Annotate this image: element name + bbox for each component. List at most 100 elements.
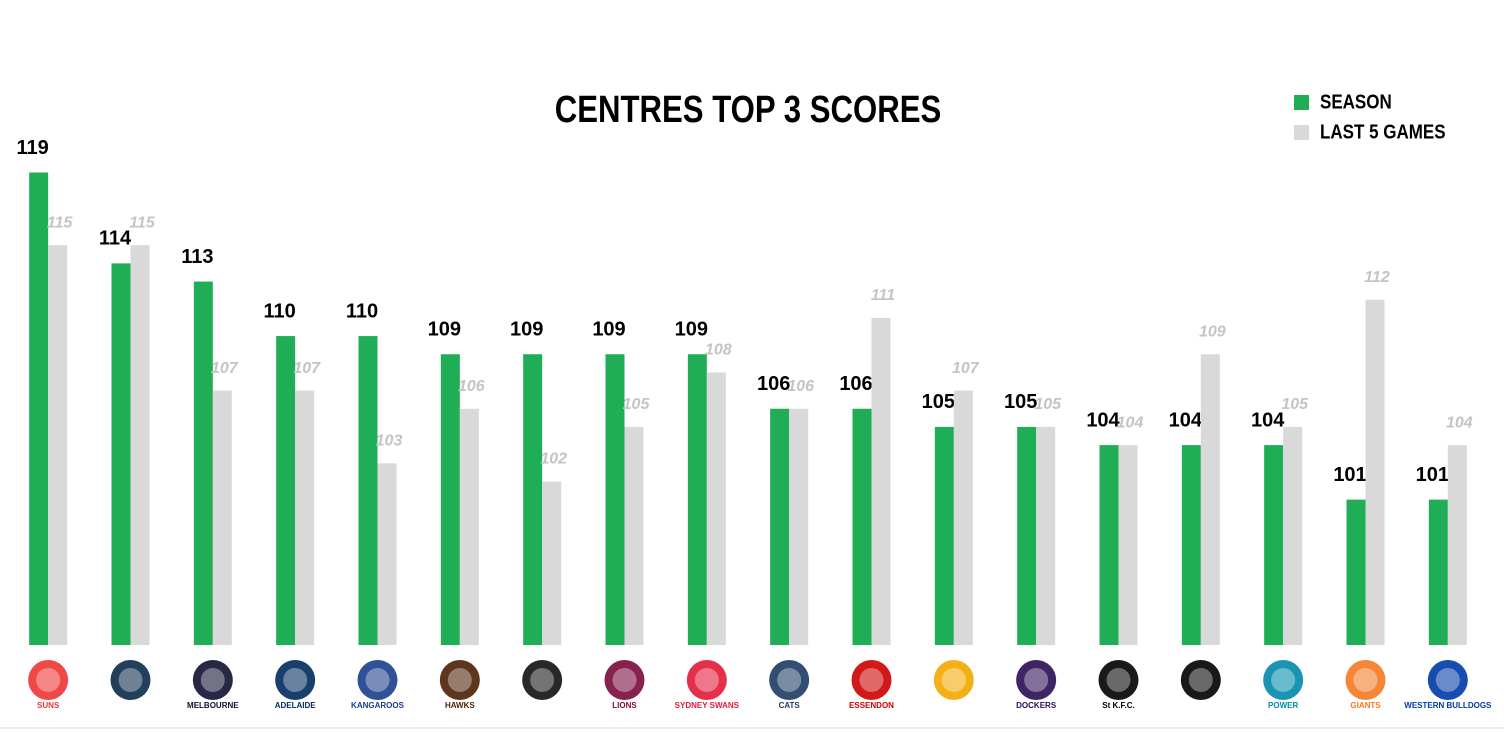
last5-value-label: 104	[1446, 414, 1473, 431]
season-value-label: 104	[1169, 409, 1203, 431]
bar	[542, 481, 562, 645]
team-logo	[522, 660, 563, 700]
bar	[193, 281, 213, 645]
legend-label: LAST 5 GAMES	[1320, 120, 1446, 143]
team-logo-label: GIANTS	[1350, 701, 1381, 710]
bar	[770, 408, 790, 645]
bar	[1264, 445, 1284, 645]
team-logo-label: ESSENDON	[849, 701, 894, 710]
team-logo-label: MELBOURNE	[187, 701, 239, 710]
season-value-label: 104	[1251, 409, 1285, 431]
last5-value-label: 102	[540, 451, 567, 468]
team-logo	[769, 660, 810, 700]
team-logo	[1180, 660, 1221, 700]
team-logo-label: SUNS	[37, 701, 60, 710]
bar	[1017, 426, 1037, 645]
bar	[871, 317, 891, 645]
bar	[1447, 445, 1467, 645]
season-value-label: 110	[346, 300, 378, 322]
bar	[605, 354, 625, 645]
season-value-label: 101	[1333, 464, 1366, 486]
team-logo-inner	[200, 668, 225, 692]
season-value-label: 109	[428, 319, 461, 341]
team-logo-label: CATS	[779, 701, 801, 710]
team-logo-inner	[941, 668, 966, 692]
team-logo-inner	[777, 668, 802, 692]
team-logo	[439, 660, 480, 700]
bar	[1428, 499, 1448, 645]
last5-value-label: 106	[458, 378, 485, 395]
team-logo-inner	[1188, 668, 1213, 692]
team-logo	[1263, 660, 1304, 700]
team-logo	[686, 660, 727, 700]
team-logo-inner	[1271, 668, 1296, 692]
bar	[1118, 445, 1138, 645]
team-logo-inner	[447, 668, 472, 692]
bar	[934, 426, 954, 645]
team-logo	[933, 660, 974, 700]
last5-value-label: 107	[293, 360, 321, 377]
last5-value-label: 115	[129, 214, 156, 231]
season-value-label: 105	[1004, 391, 1037, 413]
last5-value-label: 106	[787, 378, 814, 395]
team-logo-inner	[694, 668, 719, 692]
bar	[789, 408, 809, 645]
last5-value-label: 105	[1034, 396, 1062, 413]
bar	[1181, 445, 1201, 645]
team-logo	[1016, 660, 1057, 700]
season-value-label: 110	[264, 300, 296, 322]
team-logo	[275, 660, 316, 700]
team-logo	[28, 660, 69, 700]
last5-value-label: 109	[1199, 323, 1226, 340]
season-value-label: 106	[757, 373, 790, 395]
bar	[377, 463, 397, 645]
season-value-label: 109	[592, 319, 625, 341]
team-logo	[110, 660, 151, 700]
bar	[1099, 445, 1119, 645]
bar	[624, 426, 644, 645]
team-logo-inner	[859, 668, 884, 692]
bar	[111, 263, 131, 645]
team-logo-label: SYDNEY SWANS	[675, 701, 740, 710]
team-logo-label: KANGAROOS	[351, 701, 405, 710]
bar	[706, 372, 726, 645]
bar	[1365, 299, 1385, 645]
bar	[29, 172, 49, 645]
season-value-label: 104	[1086, 409, 1120, 431]
team-logo-inner	[1353, 668, 1378, 692]
bar	[212, 390, 232, 645]
team-logo-inner	[1024, 668, 1049, 692]
season-value-label: 106	[839, 373, 872, 395]
team-logo	[357, 660, 398, 700]
last5-value-label: 105	[1281, 396, 1309, 413]
team-logo	[1427, 660, 1468, 700]
team-logo-label: DOCKERS	[1016, 701, 1057, 710]
last5-value-label: 107	[211, 360, 239, 377]
last5-value-label: 111	[871, 287, 895, 304]
bar	[48, 245, 68, 645]
last5-value-label: 107	[952, 360, 980, 377]
season-value-label: 119	[17, 137, 49, 159]
bar	[130, 245, 150, 645]
team-logo-inner	[36, 668, 61, 692]
last5-value-label: 108	[705, 342, 732, 359]
team-logo	[192, 660, 233, 700]
bar	[440, 354, 460, 645]
season-value-label: 105	[922, 391, 955, 413]
team-logo-label: ADELAIDE	[275, 701, 317, 710]
team-logo-inner	[283, 668, 308, 692]
bar	[1346, 499, 1366, 645]
team-logo	[851, 660, 892, 700]
bar	[1200, 354, 1220, 645]
last5-value-label: 103	[376, 432, 403, 449]
team-logo-inner	[1106, 668, 1131, 692]
chart-title: CENTRES TOP 3 SCORES	[555, 89, 942, 131]
season-value-label: 113	[181, 246, 213, 268]
bar	[687, 354, 707, 645]
season-value-label: 109	[675, 319, 708, 341]
legend-swatch	[1294, 125, 1309, 140]
team-logo-label: St K.F.C.	[1102, 701, 1134, 710]
team-logo-inner	[365, 668, 390, 692]
